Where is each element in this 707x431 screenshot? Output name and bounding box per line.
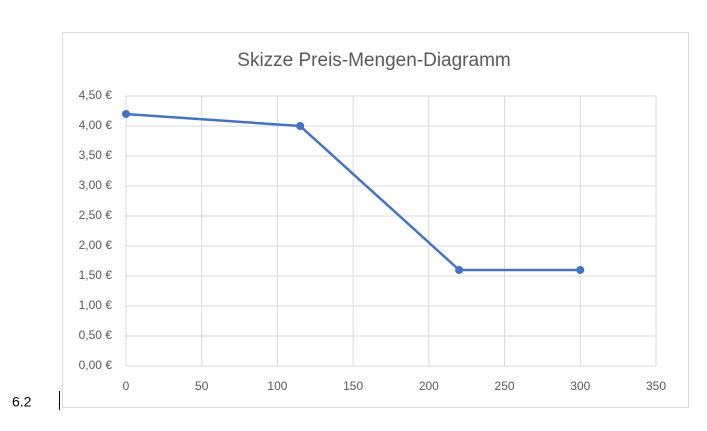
data-point xyxy=(122,110,130,118)
data-point xyxy=(455,266,464,274)
chart-frame xyxy=(62,32,689,408)
x-tick-label: 150 xyxy=(343,379,363,393)
x-tick-label: 50 xyxy=(195,379,209,393)
y-tick-label: 0,50 € xyxy=(79,328,113,342)
x-tick-label: 250 xyxy=(495,379,515,393)
x-tick-label: 200 xyxy=(419,379,439,393)
y-tick-label: 3,00 € xyxy=(79,178,113,192)
data-point xyxy=(576,266,585,274)
y-tick-label: 4,50 € xyxy=(79,88,113,102)
x-tick-label: 100 xyxy=(267,379,287,393)
page-label: 6.2 xyxy=(12,394,32,410)
y-tick-label: 2,00 € xyxy=(79,238,113,252)
y-tick-label: 1,00 € xyxy=(79,298,113,312)
x-tick-label: 300 xyxy=(570,379,590,393)
chart-title: Skizze Preis-Mengen-Diagramm xyxy=(237,50,510,71)
y-tick-label: 0,00 € xyxy=(79,358,113,372)
data-line xyxy=(125,112,581,272)
x-tick-label: 0 xyxy=(123,379,130,393)
y-tick-label: 4,00 € xyxy=(79,118,113,132)
y-tick-label: 3,50 € xyxy=(79,148,113,162)
y-tick-label: 2,50 € xyxy=(79,208,113,222)
y-tick-label: 1,50 € xyxy=(79,268,113,282)
x-tick-label: 350 xyxy=(646,379,666,393)
data-point xyxy=(296,122,305,130)
